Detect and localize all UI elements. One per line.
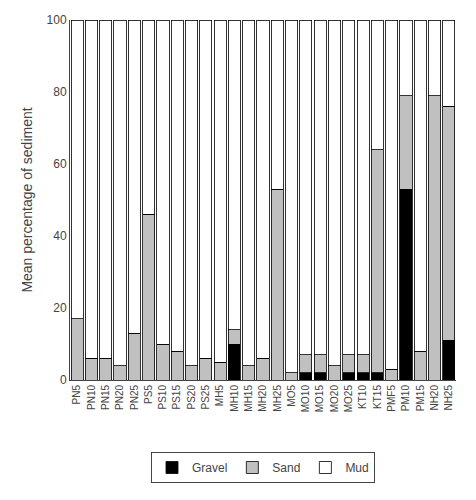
svg-text:PN5: PN5	[71, 385, 82, 405]
svg-text:MO15: MO15	[314, 385, 325, 413]
svg-text:MO25: MO25	[343, 385, 354, 413]
svg-text:PN10: PN10	[86, 385, 97, 410]
svg-text:MH25: MH25	[272, 385, 283, 412]
svg-text:KT10: KT10	[357, 385, 368, 409]
svg-text:100: 100	[47, 13, 67, 27]
svg-text:NH25: NH25	[443, 385, 454, 411]
svg-text:Gravel: Gravel	[192, 461, 227, 475]
svg-text:PS20: PS20	[186, 385, 197, 410]
svg-text:MO10: MO10	[300, 385, 311, 413]
svg-text:PS10: PS10	[157, 385, 168, 410]
svg-text:MH10: MH10	[229, 385, 240, 412]
svg-text:Mean percentage of sediment: Mean percentage of sediment	[19, 107, 35, 292]
svg-text:PN20: PN20	[114, 385, 125, 410]
svg-text:Sand: Sand	[272, 461, 300, 475]
svg-text:Mud: Mud	[345, 461, 368, 475]
svg-text:NH20: NH20	[429, 385, 440, 411]
svg-text:MH15: MH15	[243, 385, 254, 412]
svg-text:PS25: PS25	[200, 385, 211, 410]
svg-text:PMF5: PMF5	[386, 385, 397, 412]
svg-text:PN15: PN15	[100, 385, 111, 410]
svg-text:40: 40	[53, 229, 67, 243]
svg-text:MH20: MH20	[257, 385, 268, 412]
svg-text:KT15: KT15	[372, 385, 383, 409]
svg-text:PM15: PM15	[415, 385, 426, 412]
svg-text:20: 20	[53, 301, 67, 315]
svg-text:PM10: PM10	[400, 385, 411, 412]
svg-text:60: 60	[53, 157, 67, 171]
svg-text:0: 0	[60, 373, 67, 387]
svg-text:MO20: MO20	[329, 385, 340, 413]
svg-text:PN25: PN25	[129, 385, 140, 410]
svg-text:80: 80	[53, 85, 67, 99]
svg-text:MH5: MH5	[214, 385, 225, 407]
svg-text:PS5: PS5	[143, 385, 154, 404]
svg-text:MO5: MO5	[286, 385, 297, 407]
svg-text:PS15: PS15	[171, 385, 182, 410]
